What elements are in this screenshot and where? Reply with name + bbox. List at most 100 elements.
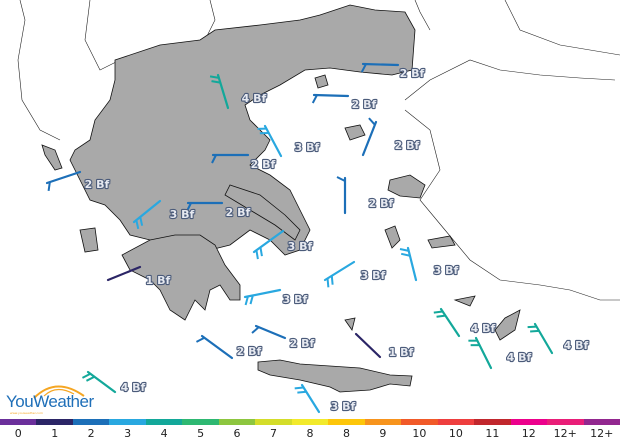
wind-force-label: 2 Bf	[85, 178, 110, 191]
wind-barb-feather	[433, 310, 443, 314]
legend-swatch	[364, 419, 402, 425]
legend-swatch	[328, 419, 365, 425]
wind-barb-shaft	[533, 322, 554, 355]
wind-force-label: 3 Bf	[361, 269, 386, 282]
wind-force-label: 4 Bf	[564, 339, 589, 352]
corfu	[41, 144, 63, 171]
legend-label: 6	[233, 427, 241, 440]
wind-barb-feather	[297, 390, 307, 394]
legend-swatch	[36, 419, 73, 425]
kefalonia	[79, 227, 99, 253]
wind-barb-feather	[211, 154, 217, 164]
wind-barb-feather	[255, 250, 259, 260]
wind-force-label: 3 Bf	[170, 208, 195, 221]
lemnos	[344, 124, 366, 141]
legend-label: 3	[124, 427, 132, 440]
legend-swatch	[109, 419, 146, 425]
wind-force-label: 2 Bf	[226, 206, 251, 219]
wind-barb-shaft	[406, 246, 418, 282]
wind-barb-shaft	[300, 383, 321, 414]
legend-swatch	[255, 419, 292, 425]
wind-barb-feather	[249, 295, 254, 305]
wind-barb-feather	[527, 325, 537, 329]
wind-barb-shaft	[200, 334, 234, 360]
legend-label: 5	[197, 427, 205, 440]
legend-swatch	[401, 419, 438, 425]
legend-swatch	[291, 419, 329, 425]
wind-barb-feather	[400, 252, 411, 257]
wind-barbs	[45, 62, 554, 414]
logo-text: YouWeather	[6, 392, 94, 411]
wind-barb-feather	[85, 375, 95, 382]
logo-url: www.youweather.com	[10, 411, 43, 415]
wind-barb-shaft	[106, 265, 142, 282]
chios	[384, 225, 401, 249]
wind-force-label: 2 Bf	[290, 337, 315, 350]
wind-barb-feather	[186, 202, 192, 212]
wind-labels: 4 Bf 2 Bf 2 Bf 3 Bf 2 Bf 2 Bf 2 Bf 2 Bf 3 Bf 2 Bf…	[84, 66, 590, 414]
kos	[453, 295, 476, 307]
wind-force-label: 2 Bf	[251, 158, 276, 171]
wind-barb-feather	[399, 247, 409, 252]
legend-label: 8	[342, 427, 350, 440]
wind-barb-feather	[330, 275, 334, 285]
wind-barb-shaft	[86, 370, 117, 394]
wind-barb-feather	[259, 247, 263, 257]
wind-force-label: 2 Bf	[395, 139, 420, 152]
youweather-logo: YouWeather www.youweather.com	[6, 378, 94, 415]
legend-swatch	[182, 419, 219, 425]
legend-label: 12+	[553, 427, 577, 440]
umbrella-icon	[33, 385, 85, 399]
legend-swatch	[510, 419, 548, 425]
legend-label: 0	[14, 427, 22, 440]
wind-barb-shaft	[45, 170, 82, 185]
wind-barb-feather	[311, 94, 318, 104]
wind-barb-feather	[530, 329, 540, 333]
samos	[427, 235, 456, 249]
naxos	[344, 317, 356, 331]
wind-barb-shaft	[439, 307, 461, 338]
wind-barb-shaft	[361, 62, 400, 67]
wind-force-label: 4 Bf	[242, 92, 267, 105]
mainland	[69, 4, 416, 256]
wind-barb-feather	[81, 372, 91, 379]
evia	[224, 184, 301, 241]
wind-force-label: 4 Bf	[507, 351, 532, 364]
legend-swatch	[474, 419, 511, 425]
wind-barb-feather	[294, 386, 304, 390]
wind-barb-feather	[436, 314, 446, 318]
rhodes	[494, 309, 521, 341]
wind-force-label: 2 Bf	[400, 67, 425, 80]
wind-barb-shaft	[474, 336, 493, 370]
wind-barb-shaft	[132, 199, 162, 224]
wind-force-label: 1 Bf	[146, 274, 171, 287]
wind-barb-shaft	[361, 120, 378, 157]
wind-force-label: 3 Bf	[283, 293, 308, 306]
thasos	[314, 74, 329, 89]
wind-barb-shaft	[263, 124, 283, 158]
wind-barb-feather	[135, 219, 140, 230]
peloponnese	[121, 234, 241, 321]
legend-swatch	[583, 419, 620, 425]
wind-force-label: 3 Bf	[434, 264, 459, 277]
wind-force-label: 3 Bf	[295, 141, 320, 154]
crete	[257, 359, 413, 393]
land-greece	[41, 4, 521, 393]
wind-force-label: 1 Bf	[389, 346, 414, 359]
wind-barb-feather	[251, 326, 260, 334]
wind-barb-feather	[209, 75, 220, 79]
wind-barb-shaft	[354, 332, 382, 359]
legend-label: 4	[160, 427, 168, 440]
wind-scale-legend	[0, 419, 620, 425]
wind-force-label: 2 Bf	[237, 345, 262, 358]
wind-barb-shaft	[323, 260, 356, 282]
legend-label: 2	[87, 427, 95, 440]
wind-barb-feather	[244, 296, 249, 306]
wind-barb-shaft	[243, 288, 282, 299]
legend-label: 10	[412, 427, 427, 440]
country-borders	[17, 0, 620, 301]
legend-label: 7	[270, 427, 278, 440]
legend-swatch	[218, 419, 256, 425]
wind-force-label: 2 Bf	[369, 197, 394, 210]
